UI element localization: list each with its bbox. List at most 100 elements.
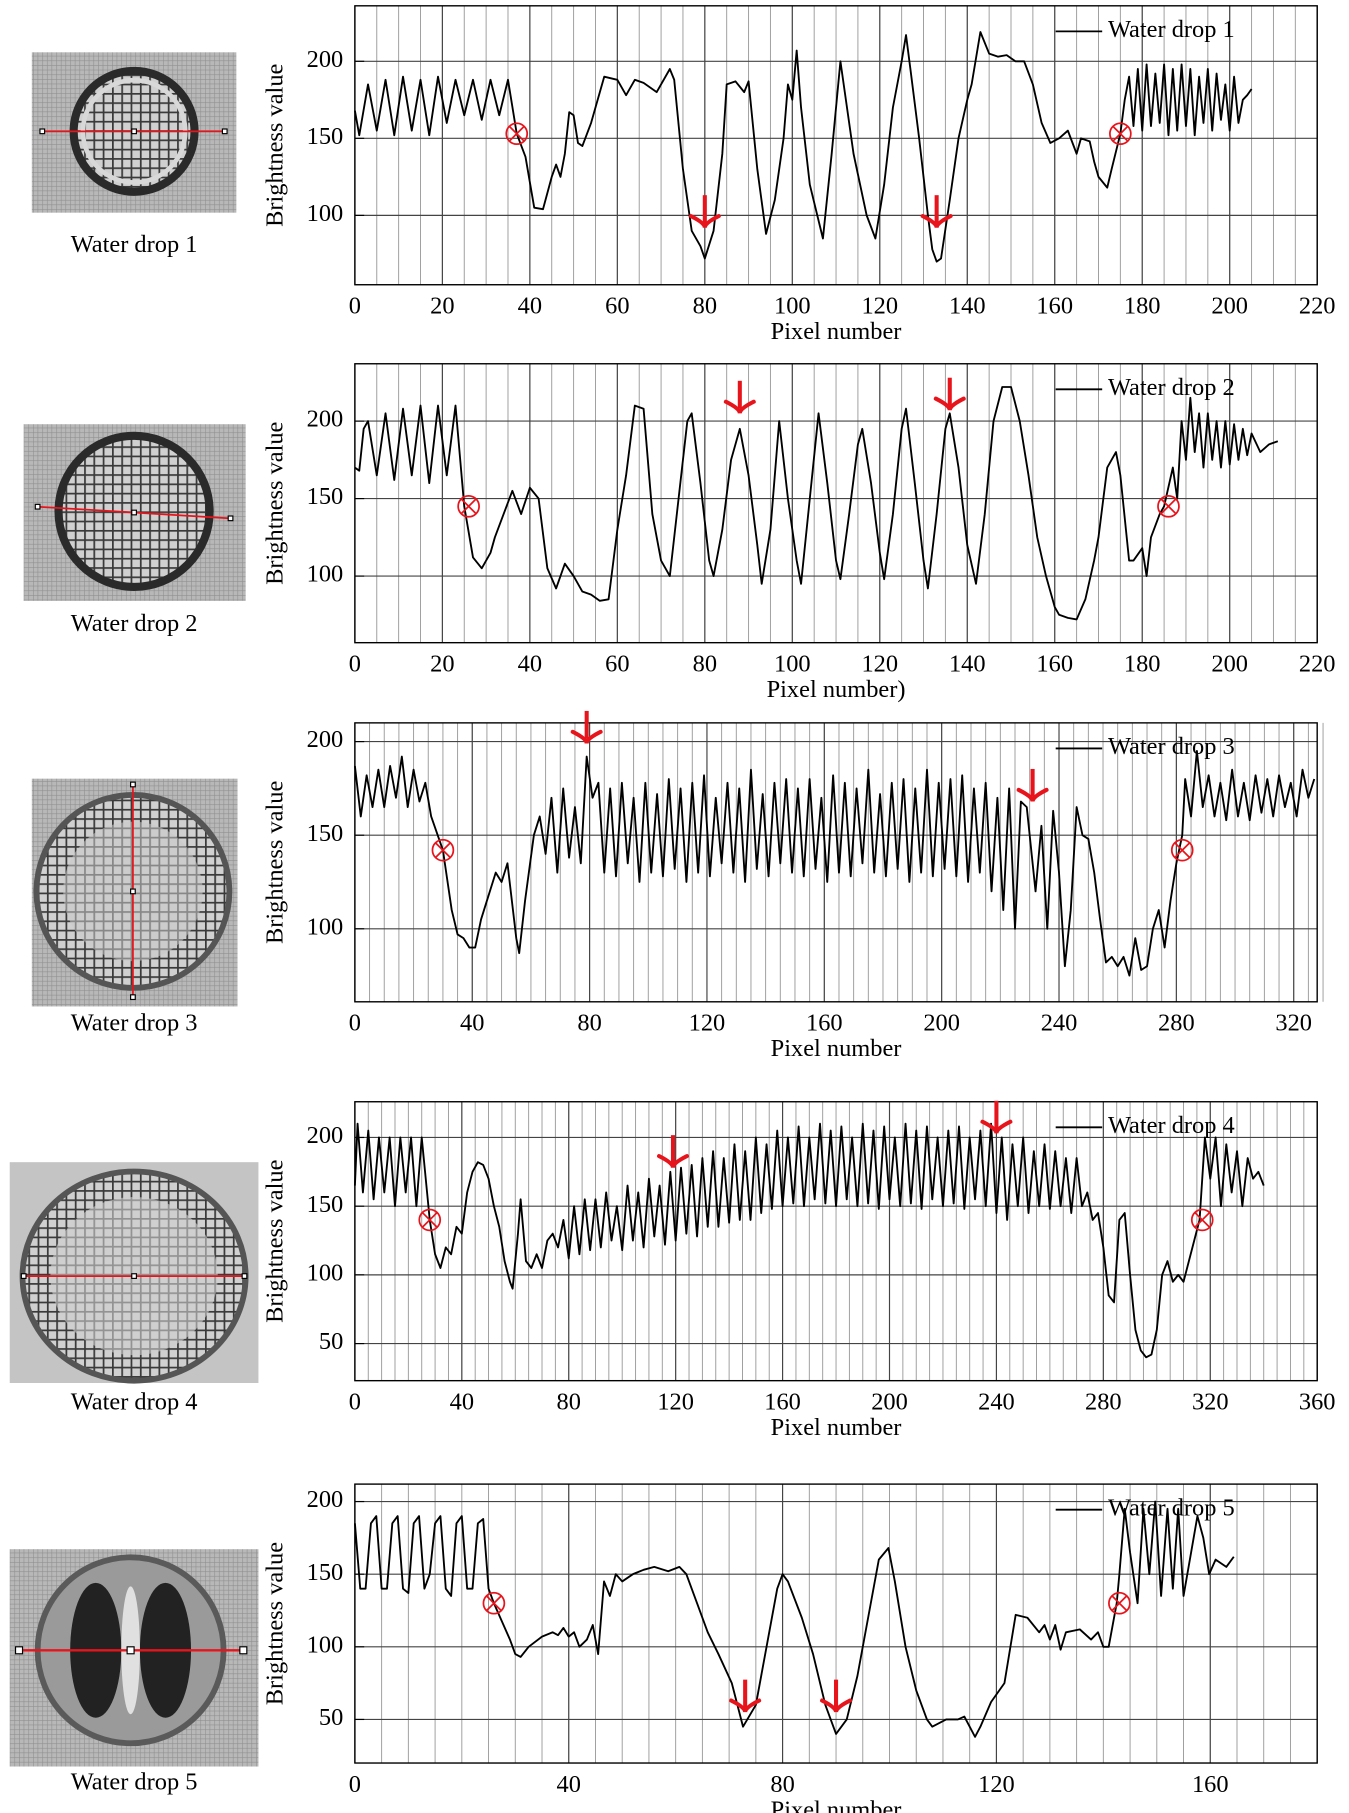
x-tick-label: 120 [861, 651, 898, 678]
marker-circle [1108, 1591, 1131, 1615]
marker-cross [461, 498, 477, 514]
arrow-marker [820, 1679, 853, 1713]
x-tick-label: 0 [349, 1389, 361, 1416]
data-line [353, 750, 1316, 977]
x-tick-label: 200 [871, 1389, 908, 1416]
arrow-head [570, 729, 603, 744]
marker-circle [418, 1208, 442, 1232]
x-tick-label: 240 [1041, 1010, 1078, 1037]
x-axis-label: Pixel number [771, 1414, 902, 1441]
drop-image [31, 778, 238, 1007]
y-tick-label: 100 [307, 1631, 344, 1658]
x-axis-label: Pixel number [771, 318, 902, 345]
drop-image [23, 424, 246, 601]
legend-label: Water drop 5 [1108, 1494, 1235, 1521]
arrow-head [820, 1698, 853, 1713]
x-axis-label: Pixel number [771, 1035, 902, 1062]
marker-cross [1111, 1595, 1127, 1611]
legend-label: Water drop 1 [1108, 16, 1235, 43]
crossing-marker [457, 494, 480, 518]
y-axis-label: Brightness value [262, 1542, 289, 1705]
marker-circle [1109, 122, 1132, 146]
legend-label: Water drop 4 [1108, 1112, 1235, 1139]
plot-frame [354, 1101, 1318, 1382]
x-tick-label: 80 [557, 1389, 581, 1416]
arrow-head [933, 396, 966, 411]
marker-cross [486, 1595, 502, 1611]
arrow-marker [570, 710, 603, 744]
arrow-marker [723, 380, 756, 414]
y-tick-label: 200 [307, 1122, 344, 1149]
x-tick-label: 40 [450, 1389, 474, 1416]
x-tick-label: 320 [1275, 1010, 1312, 1037]
x-tick-label: 100 [774, 651, 811, 678]
arrow-marker [688, 195, 721, 229]
plot-frame [354, 722, 1318, 1003]
x-tick-label: 240 [978, 1389, 1015, 1416]
x-tick-label: 120 [861, 293, 898, 320]
image-caption: Water drop 5 [71, 1769, 198, 1796]
arrow-marker [657, 1135, 689, 1169]
x-tick-label: 80 [577, 1010, 601, 1037]
x-tick-label: 160 [1036, 293, 1073, 320]
y-tick-label: 100 [307, 913, 344, 940]
y-axis-label: Brightness value [262, 422, 289, 585]
crossing-marker [1109, 122, 1132, 146]
x-tick-label: 80 [693, 651, 717, 678]
crossing-marker [482, 1591, 506, 1615]
plot-frame [354, 5, 1318, 286]
crossing-marker [1108, 1591, 1131, 1615]
x-tick-label: 40 [460, 1010, 484, 1037]
x-tick-label: 0 [349, 651, 361, 678]
crossing-marker [431, 838, 455, 862]
x-tick-label: 0 [349, 293, 361, 320]
arrow-marker [920, 195, 953, 229]
image-caption: Water drop 1 [71, 231, 198, 258]
arrow-marker [980, 1100, 1013, 1134]
crossing-marker [418, 1208, 442, 1232]
x-tick-label: 0 [349, 1771, 361, 1798]
x-tick-label: 220 [1299, 651, 1336, 678]
x-tick-label: 120 [978, 1771, 1015, 1798]
data-line [353, 1122, 1265, 1359]
y-axis-label: Brightness value [262, 1160, 289, 1323]
x-tick-label: 200 [1211, 293, 1248, 320]
arrow-head [688, 214, 721, 229]
marker-circle [482, 1591, 506, 1615]
y-tick-label: 200 [307, 726, 344, 753]
y-tick-label: 200 [307, 46, 344, 73]
plot-frame [354, 1483, 1318, 1764]
x-tick-label: 80 [770, 1771, 794, 1798]
x-tick-label: 280 [1158, 1010, 1195, 1037]
x-tick-label: 180 [1124, 651, 1161, 678]
y-tick-label: 200 [307, 406, 344, 433]
marker-circle [505, 122, 529, 146]
image-caption: Water drop 3 [71, 1010, 198, 1037]
y-tick-label: 150 [307, 820, 344, 847]
arrow-marker [933, 377, 966, 411]
y-axis-label: Brightness value [262, 64, 289, 227]
x-tick-label: 0 [349, 1010, 361, 1037]
y-tick-label: 150 [307, 123, 344, 150]
y-tick-label: 150 [307, 1559, 344, 1586]
x-tick-label: 160 [764, 1389, 801, 1416]
x-tick-label: 160 [1192, 1771, 1229, 1798]
y-axis-label: Brightness value [262, 781, 289, 944]
x-tick-label: 220 [1299, 293, 1336, 320]
x-tick-label: 200 [923, 1010, 960, 1037]
drop-image [9, 1549, 259, 1767]
x-axis-label: Pixel number [771, 1796, 902, 1813]
x-tick-label: 20 [430, 651, 454, 678]
arrow-head [1016, 787, 1049, 802]
arrow-marker [729, 1679, 762, 1713]
marker-circle [1157, 494, 1180, 518]
marker-circle [1190, 1208, 1214, 1232]
x-tick-label: 160 [806, 1010, 843, 1037]
x-tick-label: 100 [774, 293, 811, 320]
y-tick-label: 100 [307, 200, 344, 227]
marker-circle [457, 494, 480, 518]
marker-cross [422, 1212, 438, 1228]
crossing-marker [1170, 838, 1194, 862]
x-tick-label: 280 [1085, 1389, 1122, 1416]
